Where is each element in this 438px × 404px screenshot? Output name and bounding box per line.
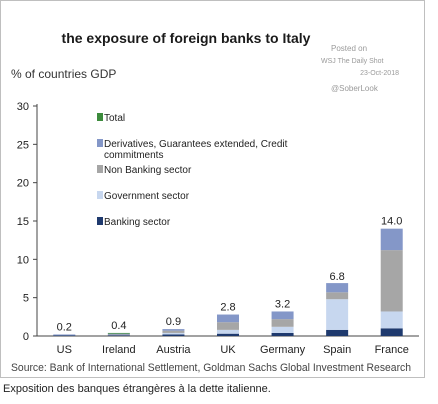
legend-label: Banking sector (104, 217, 171, 228)
chart-frame: the exposure of foreign banks to Italy % … (0, 0, 425, 378)
legend-swatch (97, 139, 103, 147)
data-label: 2.8 (220, 302, 235, 314)
bar-segment (326, 292, 349, 300)
y-tick-label: 10 (17, 254, 29, 266)
x-tick-label: UK (220, 344, 236, 356)
watermark-handle: @SoberLook (331, 84, 379, 93)
y-tick-label: 5 (23, 293, 29, 305)
bar-segment (326, 299, 349, 330)
bar-segment (162, 330, 185, 333)
bar-segment (380, 311, 403, 329)
legend-label: Derivatives, Guarantees extended, Credit… (104, 139, 288, 161)
bar-segment (162, 329, 185, 331)
bar-segment (162, 332, 185, 335)
legend-label: Government sector (104, 191, 190, 202)
watermark-source: WSJ The Daily Shot (321, 58, 384, 65)
legend-swatch (97, 165, 103, 173)
y-tick-label: 30 (17, 101, 29, 113)
bar-segment (380, 250, 403, 312)
data-label: 6.8 (329, 271, 344, 283)
bar-segment (271, 326, 294, 333)
bar-segment (217, 322, 239, 330)
bar-segment (107, 334, 130, 336)
bar-segment (107, 333, 130, 335)
legend-label: Non Banking sector (104, 165, 192, 176)
bar-segment (162, 334, 185, 336)
legend-label: Total (104, 113, 125, 124)
bar-segment (53, 334, 76, 336)
y-axis-label: % of countries GDP (11, 67, 116, 81)
bar-segment (326, 283, 349, 293)
data-label: 0.4 (111, 320, 126, 332)
x-tick-label: Germany (260, 344, 306, 356)
bar-segment (217, 314, 239, 323)
x-tick-label: Spain (323, 344, 351, 356)
bar-segment (217, 333, 239, 336)
x-tick-label: Ireland (102, 344, 136, 356)
chart-source: Source: Bank of International Settlement… (11, 362, 411, 374)
y-tick-label: 0 (23, 331, 29, 343)
watermark-date: 23-Oct-2018 (360, 70, 399, 77)
data-label: 0.9 (166, 316, 181, 328)
data-label: 3.2 (275, 298, 290, 310)
watermark-posted-on: Posted on (331, 44, 367, 53)
x-tick-label: US (57, 344, 72, 356)
bar-segment (271, 332, 294, 336)
data-label: 0.2 (57, 321, 72, 333)
legend-swatch (97, 217, 103, 225)
bar-segment (271, 319, 294, 327)
x-tick-label: France (375, 344, 409, 356)
x-tick-label: Austria (156, 344, 191, 356)
bar-segment (53, 335, 76, 336)
data-label: 14.0 (381, 216, 402, 228)
bar-segment-total (107, 332, 130, 334)
bar-segment (380, 228, 403, 251)
y-tick-label: 20 (17, 178, 29, 190)
bar-segment (380, 328, 403, 336)
legend-swatch (97, 113, 103, 121)
y-tick-label: 25 (17, 139, 29, 151)
chart-title: the exposure of foreign banks to Italy (62, 30, 311, 46)
bar-segment (326, 329, 349, 336)
figure-caption: Exposition des banques étrangères à la d… (3, 383, 271, 395)
bar-segment (217, 329, 239, 334)
bar-segment (107, 335, 130, 336)
chart-svg: the exposure of foreign banks to Italy % … (11, 30, 419, 374)
legend-swatch (97, 191, 103, 199)
bar-segment (271, 311, 294, 320)
y-tick-label: 15 (17, 216, 29, 228)
